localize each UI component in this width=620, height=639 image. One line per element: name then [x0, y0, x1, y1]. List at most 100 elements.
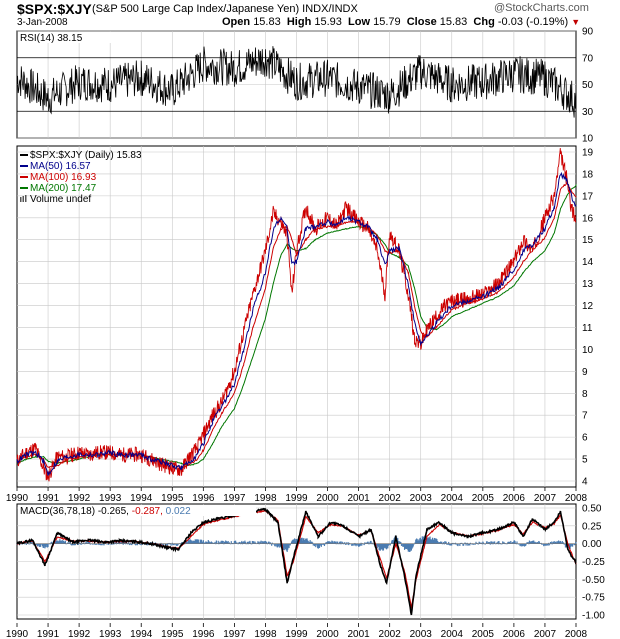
x-tick-label: 1995	[161, 493, 184, 504]
macd-histogram-bar	[444, 541, 447, 544]
macd-histogram-bar	[69, 542, 72, 544]
macd-histogram-bar	[51, 541, 53, 544]
macd-histogram-bar	[466, 542, 468, 544]
macd-histogram-bar	[490, 541, 493, 544]
macd-histogram-bar	[520, 543, 522, 547]
macd-histogram-bar	[175, 543, 177, 546]
x-tick-label: 2005	[472, 493, 495, 504]
macd-y-tick-label: -0.50	[582, 575, 605, 586]
macd-histogram-bar	[77, 543, 80, 545]
macd-histogram-bar	[319, 543, 321, 545]
macd-histogram-bar	[305, 539, 308, 544]
macd-histogram-bar	[559, 541, 561, 544]
macd-histogram-bar	[344, 543, 347, 545]
macd-histogram-bar	[285, 543, 288, 551]
macd-histogram-bar	[62, 542, 64, 544]
macd-histogram-bar	[121, 541, 124, 544]
macd-histogram-bar	[89, 543, 91, 545]
macd-histogram-bar	[541, 543, 543, 545]
macd-histogram-bar	[514, 541, 516, 544]
open-label: Open	[222, 16, 251, 28]
macd-histogram-bar	[227, 540, 229, 544]
x-tick-label: 2007	[534, 629, 557, 639]
macd-histogram-bar	[253, 541, 255, 544]
macd-histogram-bar	[379, 543, 381, 551]
macd-histogram-bar	[546, 543, 548, 545]
macd-histogram-bar	[438, 542, 440, 544]
macd-panel: -1.00 -0.75 -0.50 -0.25 0.00 0.25 0.50 MACD(36,…	[16, 503, 605, 622]
macd-histogram-bar	[348, 543, 350, 546]
macd-histogram-bar	[317, 543, 319, 549]
macd-histogram-bar	[512, 542, 514, 544]
macd-histogram-bar	[238, 541, 240, 544]
macd-histogram-bar	[136, 543, 139, 546]
macd-histogram-bar	[123, 542, 125, 544]
macd-histogram-bar	[78, 542, 80, 544]
legend-entry: MA(200) 17.47	[30, 183, 97, 194]
macd-histogram-bar	[380, 543, 383, 550]
macd-histogram-bar	[435, 538, 437, 544]
macd-histogram-bar	[516, 541, 518, 544]
macd-histogram-bar	[339, 541, 342, 544]
macd-histogram-bar	[354, 542, 356, 544]
macd-histogram-bar	[472, 543, 475, 545]
macd-histogram-bar	[282, 543, 285, 551]
macd-histogram-bar	[384, 543, 386, 549]
macd-histogram-bar	[303, 538, 305, 544]
volume-legend-icon	[22, 196, 24, 202]
macd-histogram-bar	[188, 539, 190, 544]
macd-histogram-bar	[571, 543, 573, 545]
x-tick-label: 2003	[410, 629, 433, 639]
macd-histogram-bar	[122, 543, 124, 545]
macd-histogram-bar	[553, 541, 555, 544]
macd-histogram-bar	[522, 543, 524, 546]
macd-histogram-bar	[399, 541, 401, 544]
macd-histogram-bar	[171, 542, 173, 544]
open-value: 15.83	[253, 16, 281, 28]
stockcharts-logo[interactable]: @StockCharts.com	[494, 2, 589, 14]
macd-histogram-bar	[58, 540, 60, 544]
macd-histogram-bar	[189, 539, 191, 544]
macd-histogram-bar	[269, 542, 272, 544]
macd-histogram-bar	[294, 541, 296, 544]
down-arrow-icon: ▼	[571, 17, 581, 27]
macd-histogram-bar	[525, 543, 527, 546]
macd-histogram-bar	[317, 543, 319, 548]
rsi-y-tick-label: 50	[582, 80, 594, 91]
x-tick-label: 2008	[565, 629, 588, 639]
price-y-tick-label: 19	[582, 148, 594, 159]
macd-histogram-bar	[554, 541, 557, 544]
macd-histogram-bar	[538, 541, 540, 544]
macd-histogram-bar	[551, 543, 553, 545]
macd-histogram-bar	[540, 542, 542, 544]
macd-histogram-bar	[568, 543, 571, 548]
macd-histogram-bar	[205, 541, 207, 544]
macd-histogram-bar	[69, 542, 71, 544]
macd-histogram-bar	[197, 539, 199, 544]
macd-histogram-bar	[426, 536, 428, 544]
macd-histogram-bar	[438, 542, 440, 544]
rsi-line	[16, 46, 577, 118]
macd-histogram-bar	[529, 541, 531, 544]
macd-histogram-bar	[498, 541, 500, 544]
macd-histogram-bar	[295, 539, 297, 544]
macd-histogram-bar	[343, 542, 345, 544]
x-tick-label: 1998	[254, 629, 277, 639]
macd-histogram-bar	[455, 543, 457, 545]
x-tick-label: 1993	[99, 493, 122, 504]
macd-histogram-bar	[42, 543, 44, 548]
macd-histogram-bar	[131, 543, 133, 546]
legend-entry: MA(50) 16.57	[30, 161, 91, 172]
macd-histogram-bar	[543, 543, 545, 547]
macd-histogram-bar	[195, 540, 197, 544]
macd-histogram-bar	[469, 543, 471, 546]
macd-histogram-bar	[277, 543, 279, 548]
macd-histogram-bar	[200, 539, 203, 544]
macd-histogram-bar	[392, 540, 394, 544]
macd-histogram-bar	[40, 543, 42, 545]
macd-histogram-bar	[25, 542, 27, 544]
x-tick-label: 1993	[99, 629, 122, 639]
macd-histogram-bar	[275, 543, 277, 547]
macd-histogram-bar	[79, 543, 81, 544]
